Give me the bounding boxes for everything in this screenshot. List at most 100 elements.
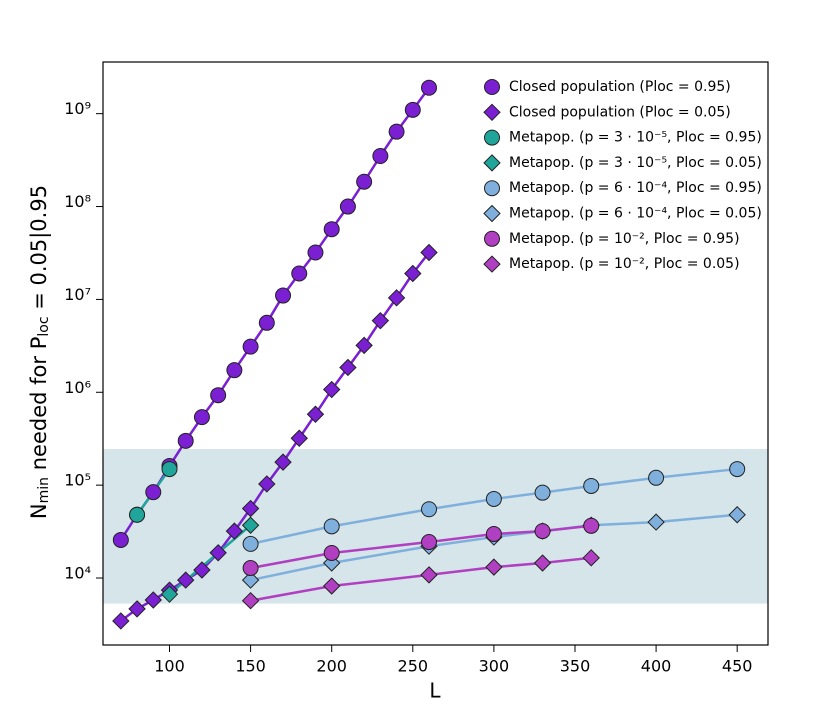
legend-label: Metapop. (p = 10⁻², Ploc = 0.95) (509, 231, 740, 247)
shaded-range (103, 449, 768, 604)
circle-marker (291, 265, 308, 282)
x-tick-label: 200 (316, 657, 347, 676)
circle-marker (485, 525, 502, 542)
legend-label: Metapop. (p = 3 · 10⁻⁵, Ploc = 0.95) (509, 130, 762, 146)
diamond-marker (483, 154, 501, 172)
circle-marker (339, 198, 356, 215)
circle-marker (210, 387, 227, 404)
legend-label: Metapop. (p = 6 · 10⁻⁴, Ploc = 0.05) (509, 206, 762, 222)
x-tick-label: 350 (560, 657, 591, 676)
circle-marker (145, 484, 162, 501)
circle-marker (404, 101, 421, 118)
diamond-marker (160, 585, 179, 603)
circle-marker (242, 535, 259, 552)
circle-marker (323, 544, 340, 561)
diamond-marker (387, 289, 406, 307)
circle-marker (583, 477, 600, 494)
plot-frame (102, 61, 769, 646)
y-axis-label-part: loc (36, 316, 52, 336)
diamond-marker (241, 591, 260, 610)
diamond-marker (193, 561, 211, 579)
diamond-marker (339, 358, 357, 377)
circle-marker (421, 79, 438, 96)
circle-marker (648, 469, 665, 486)
circle-marker (534, 523, 551, 540)
circle-marker (421, 534, 438, 551)
circle-marker (193, 409, 210, 426)
diamond-marker (533, 554, 552, 572)
circle-marker (242, 338, 259, 355)
y-tick-label: 10⁶ (64, 378, 91, 397)
legend-label: Metapop. (p = 3 · 10⁻⁵, Ploc = 0.05) (509, 155, 762, 171)
y-axis-label-part: = 0.05|0.95 (27, 185, 52, 317)
diamond-marker (404, 264, 422, 283)
diamond-marker (241, 499, 260, 518)
circle-marker (323, 221, 340, 238)
circle-marker (729, 461, 746, 478)
circle-marker (484, 180, 500, 197)
x-tick-label: 300 (479, 657, 510, 676)
circle-marker (242, 560, 259, 577)
diamond-marker (728, 506, 746, 524)
diamond-marker (128, 600, 146, 618)
legend-label: Metapop. (p = 6 · 10⁻⁴, Ploc = 0.95) (509, 180, 762, 196)
circle-marker (226, 362, 243, 379)
y-axis-label-part: N (27, 503, 51, 519)
circle-marker (484, 230, 500, 247)
circle-marker (258, 314, 275, 331)
circle-marker (129, 506, 146, 523)
y-tick-label: 10⁷ (64, 285, 91, 304)
circle-marker (323, 518, 340, 535)
circle-marker (112, 531, 129, 548)
circle-marker (356, 173, 373, 190)
diamond-marker (647, 513, 665, 531)
diamond-marker (209, 544, 227, 562)
legend-label: Metapop. (p = 10⁻², Ploc = 0.05) (509, 256, 740, 272)
circle-marker (583, 517, 600, 534)
x-tick-label: 150 (235, 657, 266, 676)
diamond-marker (582, 549, 600, 567)
circle-marker (275, 287, 292, 304)
diamond-marker (225, 522, 244, 540)
diamond-marker (483, 255, 501, 273)
legend-label: Closed population (Ploc = 0.05) (509, 104, 731, 120)
diamond-marker (355, 336, 373, 355)
diamond-marker (483, 103, 501, 122)
circle-marker (388, 123, 405, 140)
circle-marker (484, 79, 500, 95)
y-axis-label-part: needed for P (27, 337, 51, 477)
x-tick-label: 450 (722, 657, 753, 676)
series-line (250, 467, 738, 546)
legend-label: Closed population (Ploc = 0.95) (509, 79, 731, 95)
series-line (250, 513, 738, 582)
series-line (250, 524, 592, 570)
diamond-marker (144, 591, 162, 609)
diamond-marker (483, 204, 501, 223)
x-tick-label: 400 (641, 657, 672, 676)
x-tick-label: 250 (398, 657, 429, 676)
y-tick-label: 10⁵ (64, 471, 91, 490)
circle-marker (534, 484, 551, 501)
y-tick-label: 10⁴ (64, 564, 91, 583)
x-tick-label: 100 (154, 657, 185, 676)
diamond-marker (485, 558, 503, 576)
diamond-marker (420, 566, 438, 584)
circle-marker (177, 432, 194, 449)
diamond-marker (322, 577, 341, 595)
circle-marker (485, 490, 502, 507)
circle-marker (307, 244, 324, 261)
diamond-marker (371, 311, 390, 330)
y-tick-label: 10⁹ (64, 99, 91, 118)
diamond-marker (322, 380, 341, 399)
series-line (250, 556, 592, 602)
circle-marker (484, 129, 500, 146)
x-axis-label: L (429, 679, 441, 703)
diamond-marker (274, 453, 292, 471)
diamond-marker (241, 516, 260, 534)
diamond-marker (420, 243, 438, 262)
diamond-marker (290, 429, 308, 447)
diamond-marker (112, 612, 130, 630)
circle-marker (161, 461, 178, 478)
